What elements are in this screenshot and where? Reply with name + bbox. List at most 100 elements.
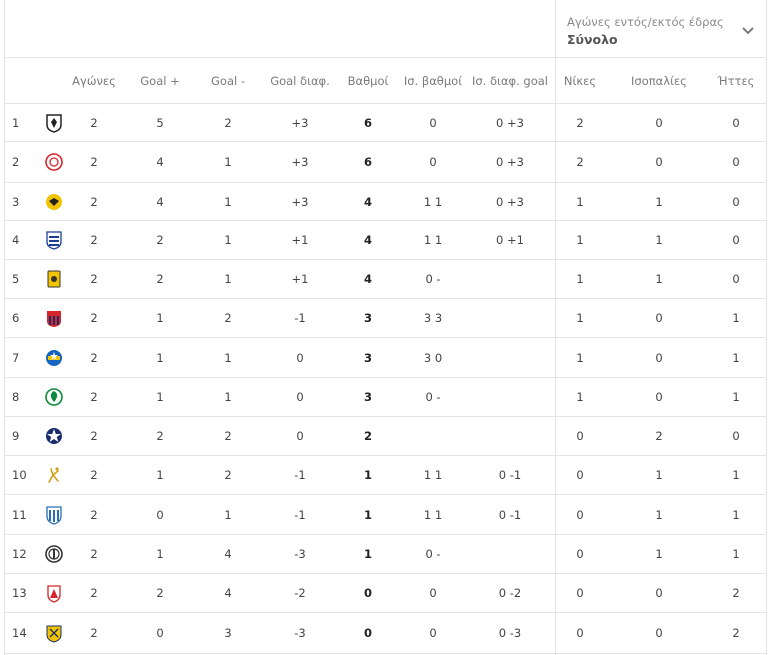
cell-losses: 0 (732, 272, 740, 286)
cell-draws: 1 (655, 507, 663, 522)
lamia-crest-icon (46, 231, 62, 250)
header-draws: Ισοπαλίες (631, 74, 687, 88)
cell-goal-diff: +1 (291, 272, 309, 286)
cell-games: 2 (90, 194, 98, 209)
team-crest[interactable] (40, 183, 68, 220)
cell-losses: 1 (732, 350, 740, 365)
cell-games: 2 (90, 350, 98, 365)
team-crest[interactable] (40, 104, 68, 141)
cell-tie-goal-diff: 0 +3 (496, 194, 524, 209)
cell-points: 6 (363, 115, 372, 130)
cell-tie-points (400, 417, 466, 455)
cell-points: 4 (363, 194, 372, 209)
cell-draws: 0 (655, 115, 663, 130)
team-crest[interactable] (40, 299, 68, 337)
table-row[interactable]: 2 2 4 1 +3 6 0 0 +3 2 0 0 (4, 142, 767, 183)
cell-draws: 0 (655, 626, 663, 640)
cell-wins: 0 (576, 429, 584, 443)
table-row[interactable]: 1 2 5 2 +3 6 0 0 +3 2 0 0 (4, 104, 767, 142)
cell-games: 2 (90, 115, 98, 130)
cell-games: 2 (90, 626, 98, 640)
cell-goals-for: 0 (156, 507, 164, 522)
cell-goal-diff: 0 (296, 350, 304, 365)
table-row[interactable]: 10 2 1 2 -1 1 1 1 0 -1 0 1 1 (4, 456, 767, 495)
cell-position: 14 (12, 626, 27, 640)
cell-goals-for: 0 (156, 626, 164, 640)
table-row[interactable]: 8 2 1 1 0 3 0 - 1 0 1 (4, 378, 767, 417)
cell-losses: 1 (732, 468, 740, 482)
table-row[interactable]: 13 2 2 4 -2 0 0 0 -2 0 0 2 (4, 574, 767, 613)
team-crest[interactable] (40, 613, 68, 653)
cell-goal-diff: 0 (296, 390, 304, 404)
cell-tie-goal-diff (466, 260, 554, 298)
team-crest[interactable] (40, 417, 68, 455)
cell-tie-goal-diff: 0 +3 (496, 155, 524, 169)
cell-tie-points: 1 1 (423, 468, 443, 482)
header-tie-points: Ισ. βαθμοί (403, 74, 463, 88)
panetolikos-crest-icon (48, 467, 59, 483)
cell-games: 2 (90, 507, 98, 522)
cell-wins: 2 (576, 155, 584, 169)
paok-crest-icon (46, 113, 62, 133)
header-wins: Νίκες (563, 74, 597, 88)
team-crest[interactable] (40, 142, 68, 182)
cell-goals-for: 2 (156, 429, 164, 443)
team-crest[interactable] (40, 221, 68, 259)
team-crest[interactable] (40, 456, 68, 494)
cell-goals-against: 2 (224, 311, 232, 325)
cell-goals-against: 1 (224, 155, 232, 169)
cell-losses: 1 (732, 507, 740, 522)
cell-points: 3 (363, 390, 372, 404)
cell-losses: 1 (732, 547, 740, 561)
table-row[interactable]: 4 2 2 1 +1 4 1 1 0 +1 1 1 0 (4, 221, 767, 260)
cell-points: 1 (363, 468, 372, 482)
team-crest[interactable] (40, 495, 68, 534)
cell-draws: 1 (655, 233, 663, 247)
table-row[interactable]: 5 2 2 1 +1 4 0 - 1 1 0 (4, 260, 767, 299)
cell-position: 9 (12, 429, 20, 443)
cell-tie-goal-diff: 0 +3 (496, 115, 524, 130)
table-row[interactable]: 9 2 2 2 0 2 0 2 0 (4, 417, 767, 456)
team-crest[interactable] (40, 574, 68, 612)
top-band (4, 0, 767, 58)
cell-goal-diff: -3 (294, 547, 306, 561)
cell-position: 3 (12, 194, 20, 209)
header-goal-diff: Goal διαφ. (270, 74, 330, 88)
cell-games: 2 (90, 586, 98, 600)
cell-goals-against: 1 (224, 233, 232, 247)
team-crest[interactable] (40, 260, 68, 298)
table-row[interactable]: 14 2 0 3 -3 0 0 0 -3 0 0 2 (4, 613, 767, 654)
cell-tie-goal-diff (466, 378, 554, 416)
cell-goals-against: 3 (224, 626, 232, 640)
cell-position: 4 (12, 233, 20, 247)
team-crest[interactable] (40, 338, 68, 377)
home-away-filter-dropdown[interactable]: Αγώνες εντός/εκτός έδρας Σύνολο (567, 14, 757, 54)
cell-goals-for: 1 (156, 468, 164, 482)
cell-losses: 0 (732, 429, 740, 443)
cell-tie-points: 0 (429, 586, 437, 600)
team-crest[interactable] (40, 535, 68, 573)
cell-points: 0 (363, 626, 372, 640)
cell-wins: 1 (576, 233, 584, 247)
cell-goal-diff: -1 (294, 468, 306, 482)
team-crest[interactable] (40, 378, 68, 416)
table-row[interactable]: 12 2 1 4 -3 1 0 - 0 1 1 (4, 535, 767, 574)
chevron-down-icon[interactable] (741, 26, 755, 36)
cell-goal-diff: -1 (294, 507, 306, 522)
header-tie-goal-diff: Ισ. διαφ. goal (472, 74, 548, 88)
table-row[interactable]: 6 2 1 2 -1 3 3 3 1 0 1 (4, 299, 767, 338)
cell-goals-against: 4 (224, 547, 232, 561)
cell-tie-goal-diff: 0 -3 (498, 626, 522, 640)
xanthi-crest-icon (47, 585, 61, 603)
cell-goals-for: 1 (156, 547, 164, 561)
cell-tie-points: 1 1 (423, 233, 443, 247)
cell-goals-against: 4 (224, 586, 232, 600)
table-row[interactable]: 7 2 1 1 0 3 3 0 1 0 1 (4, 338, 767, 378)
cell-losses: 0 (732, 115, 740, 130)
cell-tie-points: 3 3 (423, 311, 443, 325)
table-row[interactable]: 3 2 4 1 +3 4 1 1 0 +3 1 1 0 (4, 183, 767, 221)
cell-goal-diff: -1 (294, 311, 306, 325)
cell-goals-for: 5 (156, 115, 164, 130)
cell-tie-goal-diff (466, 535, 554, 573)
